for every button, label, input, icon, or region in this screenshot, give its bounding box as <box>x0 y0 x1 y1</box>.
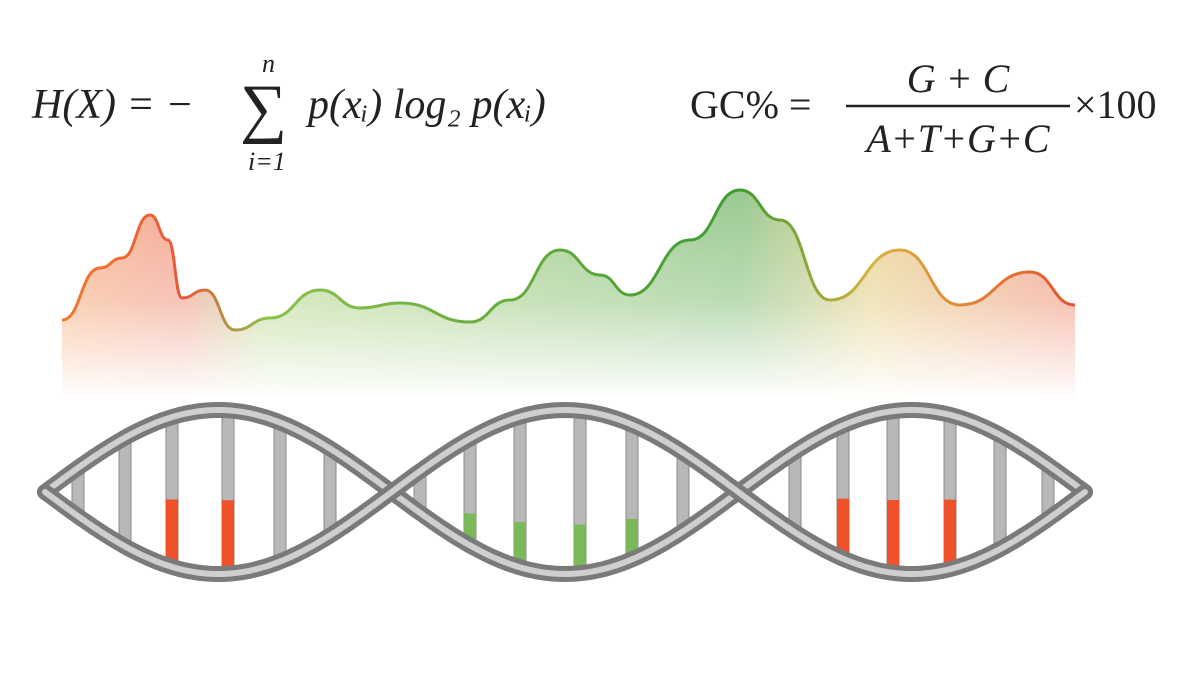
sum-lower: i=1 <box>248 147 286 176</box>
base-pair-highlight <box>944 499 956 570</box>
entropy-body: p(xᵢ) log₂ p(xᵢ) <box>305 82 546 128</box>
base-pair <box>993 434 1007 550</box>
gc-denominator: A+T+G+C <box>863 116 1051 161</box>
profile-area <box>62 190 1075 400</box>
sum-symbol: ∑ <box>240 72 287 145</box>
base-pair <box>273 421 287 563</box>
dna-helix <box>37 401 1093 583</box>
gc-lhs: GC% = <box>690 82 811 127</box>
base-pair-highlight <box>887 500 899 573</box>
base-pair-highlight <box>626 518 638 560</box>
base-pair-highlight <box>514 522 526 568</box>
base-pair-highlight <box>222 500 234 574</box>
base-pair <box>323 448 337 536</box>
strand <box>37 402 1093 583</box>
strand <box>37 401 1093 582</box>
base-pair <box>118 437 132 547</box>
profile <box>61 188 1076 400</box>
sum-upper: n <box>262 49 275 78</box>
base-pair-highlight <box>166 499 178 567</box>
gc-numerator: G + C <box>907 56 1011 101</box>
profile-line <box>61 188 1076 332</box>
base-pair-highlight <box>837 498 849 559</box>
strand-highlight <box>42 407 1088 578</box>
base-pair-highlight <box>574 524 586 574</box>
gc-factor: ×100 <box>1074 82 1157 127</box>
strand-highlight <box>42 406 1088 577</box>
entropy-lhs: H(X) = − <box>31 82 194 128</box>
